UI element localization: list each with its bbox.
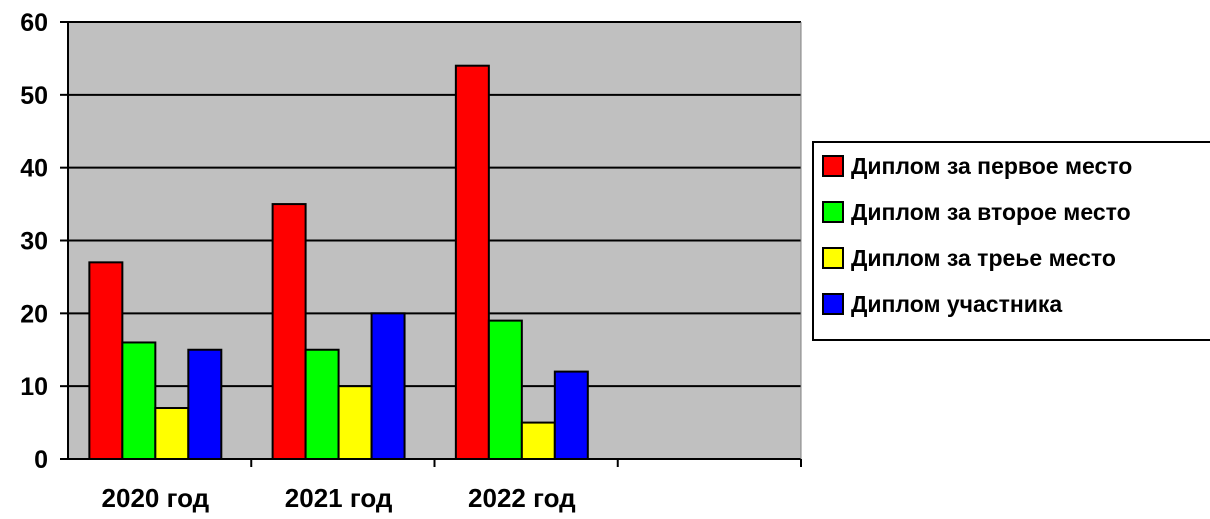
legend-swatch bbox=[822, 201, 844, 223]
bar bbox=[187, 348, 223, 460]
legend-swatch bbox=[822, 293, 844, 315]
y-tick-label: 0 bbox=[34, 446, 48, 474]
y-tick-label: 30 bbox=[20, 228, 48, 256]
y-tick-labels: 0 10 20 30 40 50 60 bbox=[20, 9, 48, 474]
x-tick-label: 2020 год bbox=[102, 483, 210, 513]
bar bbox=[337, 385, 373, 460]
bars bbox=[88, 64, 589, 461]
legend-box bbox=[812, 141, 1210, 341]
bar bbox=[520, 421, 556, 461]
bar bbox=[370, 312, 406, 461]
bar bbox=[121, 341, 157, 461]
x-tick-label: 2022 год bbox=[468, 483, 576, 513]
y-tick-label: 60 bbox=[20, 9, 48, 37]
y-tick-label: 10 bbox=[20, 373, 48, 401]
legend-label: Диплом за первое место bbox=[851, 153, 1132, 179]
bar bbox=[271, 203, 307, 460]
legend: Диплом за первое место Диплом за второе м… bbox=[812, 141, 1210, 341]
legend-swatch bbox=[822, 247, 844, 269]
bar bbox=[487, 319, 523, 460]
legend-swatch bbox=[822, 155, 844, 177]
bar bbox=[88, 261, 124, 460]
x-tick-label: 2021 год bbox=[285, 483, 393, 513]
bar bbox=[154, 407, 190, 460]
axes bbox=[60, 21, 802, 467]
legend-label: Диплом участника bbox=[851, 291, 1062, 317]
bar bbox=[304, 348, 340, 460]
legend-label: Диплом за второе место bbox=[851, 199, 1131, 225]
bar bbox=[553, 370, 589, 461]
x-tick-labels: 2020 год 2021 год 2022 год bbox=[102, 483, 577, 513]
legend-label: Диплом за треье место bbox=[851, 245, 1116, 271]
y-tick-label: 50 bbox=[20, 82, 48, 110]
y-tick-label: 40 bbox=[20, 155, 48, 183]
y-tick-label: 20 bbox=[20, 300, 48, 328]
bar bbox=[454, 64, 490, 460]
